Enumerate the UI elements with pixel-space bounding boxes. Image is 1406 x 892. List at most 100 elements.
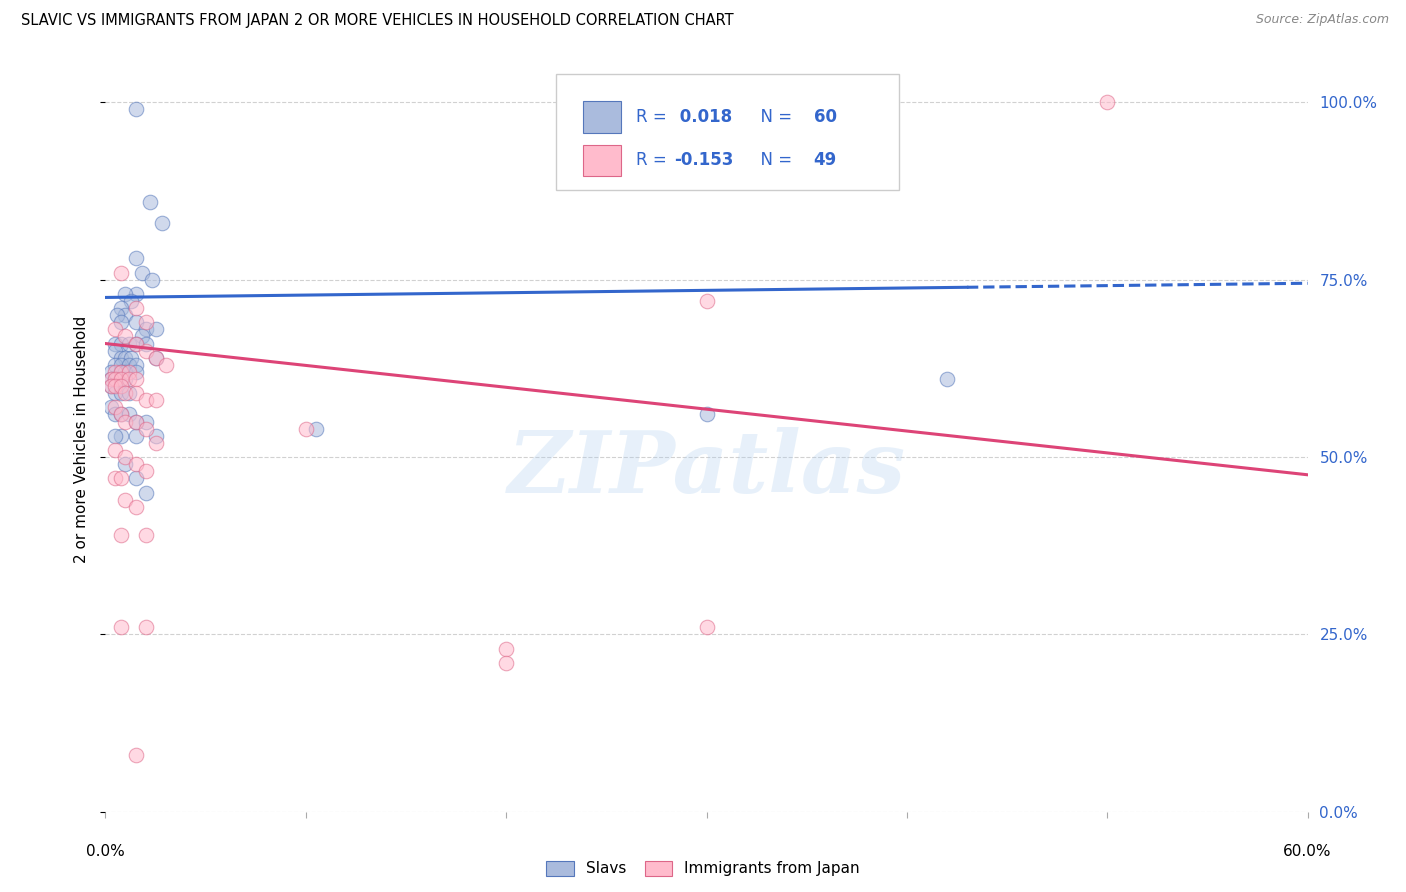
Point: [131, 329, 153, 343]
Point: [110, 266, 132, 280]
Point: [118, 365, 141, 379]
Text: SLAVIC VS IMMIGRANTS FROM JAPAN 2 OR MORE VEHICLES IN HOUSEHOLD CORRELATION CHAR: SLAVIC VS IMMIGRANTS FROM JAPAN 2 OR MOR…: [21, 13, 734, 29]
Point: [124, 336, 146, 351]
Point: [135, 393, 157, 408]
Point: [100, 401, 122, 415]
Text: Source: ZipAtlas.com: Source: ZipAtlas.com: [1256, 13, 1389, 27]
Point: [135, 336, 157, 351]
Point: [100, 365, 122, 379]
Text: N =: N =: [749, 152, 797, 169]
Text: R =: R =: [636, 152, 672, 169]
Point: [135, 620, 157, 634]
Point: [114, 492, 136, 507]
Point: [100, 379, 122, 393]
Point: [104, 386, 127, 401]
Point: [107, 308, 129, 322]
Point: [121, 351, 143, 365]
Point: [110, 358, 132, 372]
Point: [696, 620, 718, 634]
Point: [110, 471, 132, 485]
Point: [124, 415, 146, 429]
Text: -0.153: -0.153: [673, 152, 734, 169]
Point: [114, 386, 136, 401]
Point: [110, 372, 132, 386]
Point: [110, 379, 132, 393]
Point: [124, 747, 146, 762]
Point: [135, 343, 157, 358]
Point: [110, 429, 132, 443]
Point: [110, 372, 132, 386]
Point: [124, 500, 146, 514]
Point: [135, 315, 157, 329]
Point: [114, 450, 136, 464]
Point: [110, 315, 132, 329]
Point: [118, 336, 141, 351]
Point: [104, 442, 127, 457]
Point: [150, 216, 173, 230]
Point: [118, 386, 141, 401]
Point: [110, 351, 132, 365]
Point: [145, 351, 167, 365]
Point: [138, 194, 160, 209]
Point: [104, 372, 127, 386]
Point: [1097, 95, 1119, 110]
Point: [124, 103, 146, 117]
Point: [114, 329, 136, 343]
Point: [124, 415, 146, 429]
Point: [495, 641, 517, 656]
Point: [135, 415, 157, 429]
Point: [145, 393, 167, 408]
Point: [141, 273, 163, 287]
Point: [104, 429, 127, 443]
Text: 60: 60: [814, 108, 837, 126]
Point: [104, 336, 127, 351]
Point: [114, 415, 136, 429]
Point: [145, 351, 167, 365]
Text: 49: 49: [814, 152, 837, 169]
FancyBboxPatch shape: [582, 145, 621, 176]
Point: [121, 293, 143, 308]
Point: [114, 457, 136, 471]
Point: [135, 464, 157, 478]
FancyBboxPatch shape: [557, 74, 898, 190]
Y-axis label: 2 or more Vehicles in Household: 2 or more Vehicles in Household: [75, 316, 90, 563]
Point: [110, 408, 132, 422]
Point: [100, 379, 122, 393]
Point: [124, 365, 146, 379]
Point: [124, 471, 146, 485]
Point: [124, 358, 146, 372]
Point: [110, 365, 132, 379]
Legend: Slavs, Immigrants from Japan: Slavs, Immigrants from Japan: [540, 855, 866, 882]
Point: [114, 365, 136, 379]
Point: [124, 286, 146, 301]
Point: [124, 457, 146, 471]
Point: [936, 372, 959, 386]
Point: [696, 408, 718, 422]
Point: [124, 429, 146, 443]
Point: [145, 322, 167, 336]
Text: ZIPatlas: ZIPatlas: [508, 427, 905, 511]
Text: R =: R =: [636, 108, 672, 126]
Point: [118, 358, 141, 372]
Point: [104, 372, 127, 386]
Point: [100, 372, 122, 386]
Point: [104, 379, 127, 393]
Point: [114, 308, 136, 322]
Point: [145, 435, 167, 450]
Point: [124, 336, 146, 351]
Point: [110, 365, 132, 379]
Point: [495, 656, 517, 670]
FancyBboxPatch shape: [582, 102, 621, 133]
Text: N =: N =: [749, 108, 797, 126]
Text: 60.0%: 60.0%: [1284, 844, 1331, 859]
Point: [118, 408, 141, 422]
Point: [135, 422, 157, 436]
Point: [104, 358, 127, 372]
Point: [104, 401, 127, 415]
Point: [114, 351, 136, 365]
Point: [107, 372, 129, 386]
Point: [110, 301, 132, 315]
Point: [696, 293, 718, 308]
Point: [124, 386, 146, 401]
Point: [104, 322, 127, 336]
